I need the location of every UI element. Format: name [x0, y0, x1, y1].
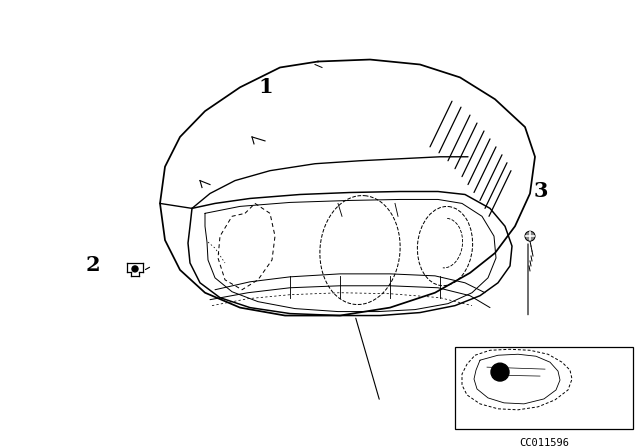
- Bar: [455, 347, 633, 429]
- Text: 3: 3: [534, 181, 548, 201]
- Text: 2: 2: [86, 254, 100, 275]
- Circle shape: [525, 231, 535, 241]
- Text: 1: 1: [259, 77, 273, 97]
- Circle shape: [132, 266, 138, 272]
- Text: CC011596: CC011596: [519, 438, 569, 448]
- Circle shape: [491, 363, 509, 381]
